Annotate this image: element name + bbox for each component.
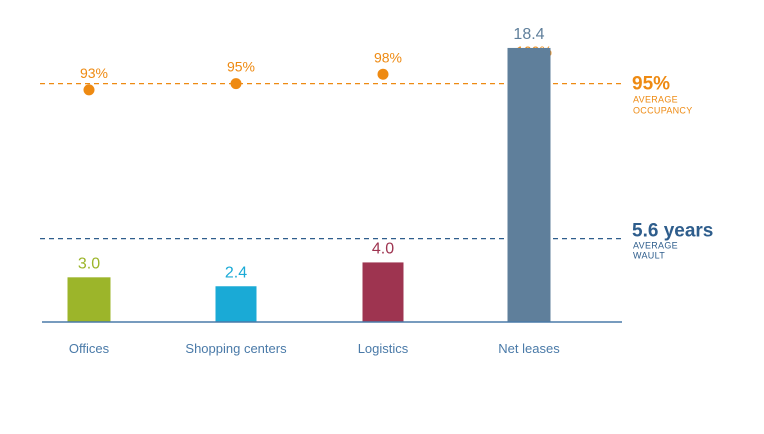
occupancy-points: 93%95%98%100% (80, 43, 552, 96)
bar-value-label: 18.4 (513, 26, 544, 43)
occupancy-reference: 95% AVERAGE OCCUPANCY (40, 74, 693, 116)
category-label: Logistics (358, 341, 409, 356)
wault-reference-value: 5.6 years (632, 221, 713, 242)
category-label: Net leases (498, 341, 560, 356)
bar-shopping-centers (215, 286, 257, 322)
bars: 3.0 2.4 4.0 18.4 (67, 26, 551, 323)
occupancy-point-label: 93% (80, 65, 108, 81)
occupancy-reference-label-line-1: AVERAGE (633, 95, 678, 105)
category-label: Offices (69, 341, 110, 356)
bar-offices (67, 277, 111, 322)
occupancy-point-label: 95% (227, 59, 255, 75)
bar-net-leases (507, 47, 551, 323)
category-labels: Offices Shopping centers Logistics Net leas… (69, 341, 560, 356)
wault-reference-label-line-1: AVERAGE (633, 241, 678, 251)
wault-reference-label-line-2: WAULT (633, 251, 665, 261)
category-label: Shopping centers (185, 341, 287, 356)
occupancy-point-logistics (377, 68, 389, 80)
occupancy-reference-label-line-2: OCCUPANCY (633, 106, 693, 116)
occupancy-reference-value: 95% (632, 74, 670, 95)
bar-logistics (362, 262, 404, 322)
bar-value-label: 3.0 (78, 255, 100, 272)
bar-value-label: 4.0 (372, 240, 394, 257)
bar-value-label: 2.4 (225, 264, 247, 281)
occupancy-point-shopping-centers (230, 78, 242, 90)
occupancy-point-label: 98% (374, 49, 402, 65)
occupancy-point-offices (83, 84, 95, 96)
